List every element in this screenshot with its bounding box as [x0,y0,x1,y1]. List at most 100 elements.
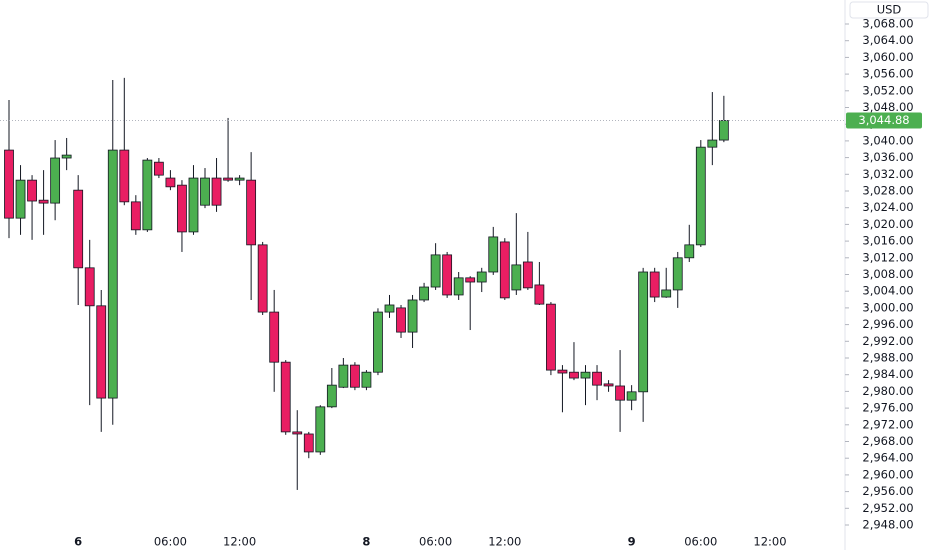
y-tick-label: 3,024.00 [862,200,913,214]
candle-body [661,289,672,298]
candle-body [15,179,26,219]
candle-body [223,177,233,181]
candle-body [615,385,625,401]
candle-body [177,184,187,233]
candle-body [349,364,360,388]
y-tick-label: 3,048.00 [862,100,913,114]
candle-body [534,284,545,305]
x-tick-label: 12:00 [223,535,256,549]
candle-body [396,307,406,333]
candle-body [165,177,176,188]
candle-body [442,254,453,296]
x-tick-label: 12:00 [753,535,786,549]
y-tick-label: 2,968.00 [862,434,913,448]
candle-body [373,311,383,373]
candle-body [649,271,660,298]
x-tick-label: 8 [362,535,370,549]
y-tick-label: 2,964.00 [862,451,913,465]
candle-body [580,371,591,379]
y-tick-label: 3,032.00 [862,167,913,181]
y-tick-label: 3,052.00 [862,83,913,97]
candle-body [592,371,602,386]
candle-body [142,159,153,231]
y-tick-label: 3,060.00 [862,50,913,64]
candle-body [361,371,372,388]
y-tick-label: 3,008.00 [862,267,913,281]
y-tick-label: 3,020.00 [862,217,913,231]
candle-body [153,161,164,176]
candle-body [488,236,499,273]
y-tick-label: 2,992.00 [862,334,913,348]
candle-body [107,149,118,399]
candle-body [672,257,683,291]
y-tick-label: 2,956.00 [862,484,913,498]
currency-box[interactable] [849,1,929,19]
candle-body [61,154,72,159]
candle-body [130,201,141,231]
candle-body [695,146,706,246]
candle-body [511,264,522,291]
candle-body [188,177,199,233]
candle-body [407,299,418,333]
y-tick-label: 2,972.00 [862,417,913,431]
candle-body [638,271,649,393]
candle-body [234,177,245,181]
candle-body [684,244,695,259]
y-tick-label: 2,988.00 [862,351,913,365]
candle-body [384,304,395,313]
candle-body [465,277,476,283]
candle-body [546,303,556,371]
x-tick-label: 12:00 [488,535,521,549]
candle-body [626,391,637,401]
x-tick-label: 06:00 [684,535,717,549]
candle-body [246,179,257,246]
candle-body [718,120,729,141]
candle-body [84,267,95,307]
x-tick-label: 6 [74,535,82,549]
candle-body [280,361,291,433]
candle-body [73,189,84,269]
candle-body [338,364,349,388]
y-tick-label: 3,036.00 [862,150,913,164]
y-tick-label: 3,056.00 [862,67,913,81]
candle-body [453,277,464,296]
candle-body [557,369,568,374]
y-tick-label: 2,980.00 [862,384,913,398]
candle-body [27,179,37,202]
candle-body [50,157,61,204]
candle-body [522,261,533,289]
candle-body [326,384,337,408]
candle-body [292,431,303,435]
y-tick-label: 3,016.00 [862,234,913,248]
candle-body [96,305,107,399]
candle-body [269,311,280,363]
currency-label[interactable]: USD [877,3,902,17]
candle-body [476,271,487,283]
candle-body [569,371,579,379]
candle-body [707,139,718,148]
candle-body [211,177,222,206]
y-tick-label: 2,996.00 [862,317,913,331]
y-tick-label: 3,068.00 [862,17,913,31]
candle-body [200,177,210,206]
x-tick-label: 06:00 [154,535,187,549]
y-tick-label: 3,000.00 [862,300,913,314]
candle-body [499,241,510,299]
y-tick-label: 3,004.00 [862,284,913,298]
candle-body [4,149,14,219]
y-tick-label: 2,984.00 [862,367,913,381]
last-price-label: 3,044.88 [858,113,909,127]
y-tick-label: 2,960.00 [862,467,913,481]
candle-body [430,254,441,288]
x-tick-label: 9 [628,535,636,549]
candle-body [303,433,314,453]
candle-body [38,199,49,204]
candle-body [419,286,429,301]
y-tick-label: 3,028.00 [862,184,913,198]
y-tick-label: 3,064.00 [862,33,913,47]
y-tick-label: 2,952.00 [862,501,913,515]
x-tick-label: 06:00 [419,535,452,549]
candle-body [315,406,326,453]
